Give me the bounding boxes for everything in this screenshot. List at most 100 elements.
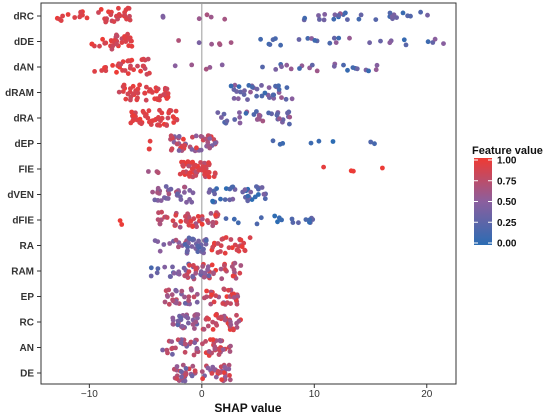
shap-point <box>262 90 268 96</box>
shap-point <box>171 270 177 276</box>
shap-point <box>380 165 385 171</box>
shap-point <box>259 185 265 190</box>
shap-point <box>242 247 248 253</box>
shap-point <box>226 362 232 368</box>
shap-point <box>60 13 65 19</box>
shap-point <box>122 12 127 18</box>
shap-point <box>222 16 228 22</box>
shap-point <box>273 36 278 41</box>
shap-point <box>221 370 227 375</box>
shap-point <box>146 169 151 174</box>
shap-point <box>140 63 146 69</box>
shap-point <box>98 6 104 12</box>
shap-point <box>400 10 406 16</box>
shap-point <box>228 237 234 242</box>
shap-point <box>178 315 184 321</box>
shap-point <box>116 89 122 95</box>
legend-tick-label: 0.75 <box>497 176 517 187</box>
shap-point <box>322 12 328 17</box>
shap-point <box>278 42 283 48</box>
shap-point <box>196 16 202 22</box>
shap-point <box>189 373 195 379</box>
shap-point <box>354 66 360 72</box>
shap-point <box>227 377 233 383</box>
shap-point <box>138 68 144 74</box>
shap-point <box>58 18 64 23</box>
shap-point <box>111 19 117 24</box>
shap-point <box>181 136 186 142</box>
shap-point <box>174 376 180 381</box>
shap-point <box>127 17 133 23</box>
shap-point <box>277 141 283 147</box>
shap-point <box>273 67 279 72</box>
shap-point <box>174 300 179 306</box>
shap-point <box>211 137 217 142</box>
shap-point <box>303 217 309 223</box>
shap-point <box>178 340 184 346</box>
shap-point <box>84 15 90 21</box>
shap-point <box>236 84 242 89</box>
shap-point <box>242 88 247 94</box>
shap-point <box>215 250 221 255</box>
x-tick-label: 0 <box>199 389 205 400</box>
shap-point <box>270 92 276 98</box>
shap-point <box>116 12 122 17</box>
shap-point <box>178 197 184 203</box>
shap-point <box>321 164 326 170</box>
shap-point <box>155 170 161 176</box>
shap-point <box>125 5 131 11</box>
shap-point <box>166 191 172 197</box>
shap-point <box>207 145 213 151</box>
shap-point <box>287 121 292 127</box>
shap-point <box>226 245 232 251</box>
shap-point <box>194 346 200 352</box>
shap-point <box>135 86 141 92</box>
shap-point <box>190 159 196 165</box>
shap-point <box>192 340 198 346</box>
shap-point <box>161 242 167 247</box>
shap-point <box>173 345 178 351</box>
shap-point <box>143 97 149 103</box>
shap-point <box>205 218 210 223</box>
shap-point <box>186 222 192 228</box>
shap-point <box>199 221 205 227</box>
shap-point <box>296 220 301 226</box>
shap-point <box>309 62 315 68</box>
shap-point <box>160 347 166 353</box>
shap-point <box>341 62 346 68</box>
shap-point <box>78 9 83 15</box>
shap-point <box>254 184 259 190</box>
legend-tick-label: 0.00 <box>497 239 517 250</box>
shap-point <box>254 93 259 99</box>
shap-point <box>193 162 198 168</box>
shap-point <box>210 327 216 332</box>
shap-point <box>127 13 132 19</box>
shap-point <box>186 294 192 300</box>
shap-point <box>258 36 263 42</box>
shap-point <box>168 186 174 192</box>
shap-point <box>145 115 151 121</box>
shap-point <box>171 115 177 121</box>
shap-point <box>215 369 221 374</box>
shap-points <box>54 5 446 384</box>
shap-point <box>331 16 337 22</box>
shap-point <box>198 160 204 165</box>
shap-point <box>121 82 127 88</box>
shap-point <box>208 14 214 20</box>
shap-point <box>227 373 232 378</box>
shap-point <box>169 339 175 344</box>
shap-point <box>348 168 354 174</box>
shap-point <box>185 315 191 321</box>
y-tick-label: RC <box>20 318 34 329</box>
shap-point <box>302 15 308 21</box>
shap-point <box>176 134 182 139</box>
shap-point <box>195 315 200 321</box>
shap-point <box>223 186 229 192</box>
shap-point <box>317 17 322 22</box>
shap-point <box>131 113 137 118</box>
shap-point <box>234 325 240 330</box>
shap-point <box>212 240 217 246</box>
shap-point <box>155 190 160 195</box>
shap-point <box>387 40 393 46</box>
shap-point <box>203 66 209 72</box>
